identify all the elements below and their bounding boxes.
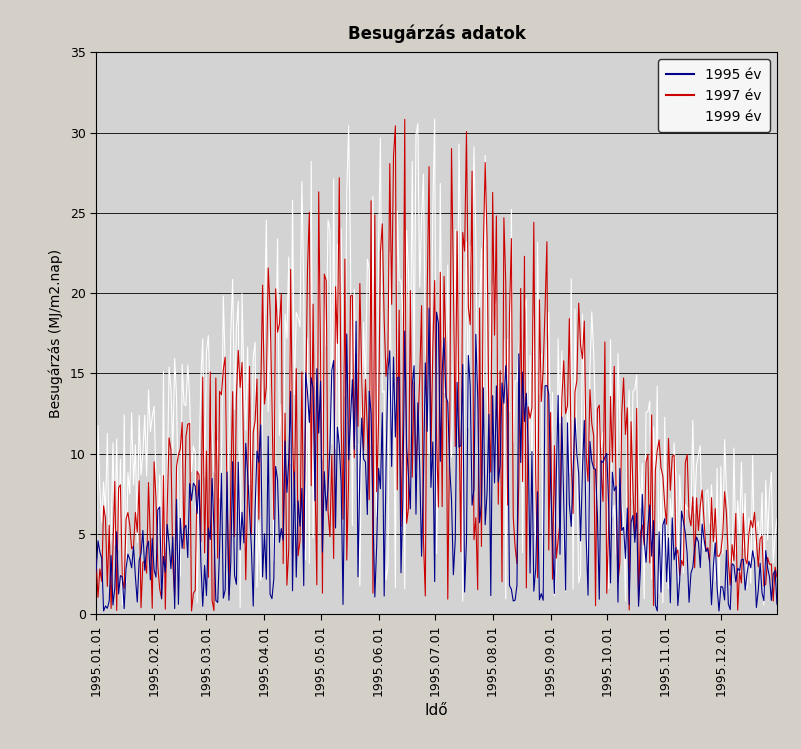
Legend: 1995 év, 1997 év, 1999 év: 1995 év, 1997 év, 1999 év <box>658 59 770 132</box>
Title: Besugárzás adatok: Besugárzás adatok <box>348 24 525 43</box>
X-axis label: Idő: Idő <box>425 703 449 718</box>
Y-axis label: Besugárzás (MJ/m2.nap): Besugárzás (MJ/m2.nap) <box>48 249 63 418</box>
